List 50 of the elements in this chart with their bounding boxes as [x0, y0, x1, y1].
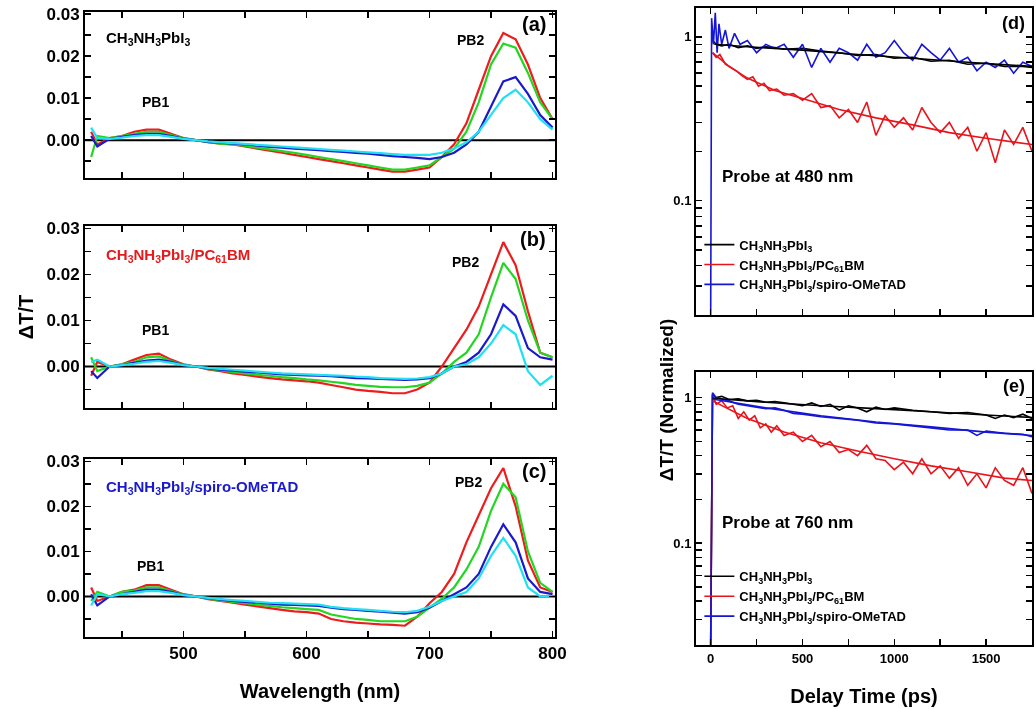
- legend-label: CH$_{3}$NH$_{3}$PbI$_{3}$/spiro-OMeTAD: [739, 609, 906, 626]
- y-tick-label: 0.1: [673, 535, 692, 551]
- annotation: CH$_{3}$NH$_{3}$PbI$_{3}$: [106, 29, 191, 49]
- y-tick-label: 0.00: [46, 131, 80, 151]
- x-tick-label: 500: [791, 650, 814, 666]
- annotation: PB2: [457, 32, 485, 48]
- annotation: (d): [1002, 13, 1025, 33]
- annotation: PB1: [137, 558, 165, 574]
- y-tick-label: 0.01: [46, 311, 80, 331]
- annotation: (a): [522, 13, 547, 35]
- x-tick-label: 1000: [879, 650, 909, 666]
- text: CH$_{3}$NH$_{3}$PbI$_{3}$/PC$_{61}$BM: [739, 257, 865, 275]
- x-tick-label: 800: [538, 644, 567, 664]
- y-tick-label: 1: [684, 390, 692, 406]
- y-tick-label: 0.03: [46, 219, 80, 239]
- x-tick-label: 0: [707, 650, 715, 666]
- y-tick-label: 0.03: [46, 452, 80, 472]
- y-tick-label: 1: [684, 29, 692, 45]
- x-tick-label: 1500: [971, 650, 1001, 666]
- annotation: CH$_{3}$NH$_{3}$PbI$_{3}$/spiro-OMeTAD: [106, 478, 299, 498]
- y-tick-label: 0.00: [46, 357, 80, 377]
- legend-label: CH$_{3}$NH$_{3}$PbI$_{3}$/spiro-OMeTAD: [739, 277, 906, 295]
- y-tick-label: 0.01: [46, 542, 80, 562]
- x-tick-label: 700: [415, 644, 444, 664]
- annotation: (e): [1003, 376, 1025, 396]
- y-axis-title: ΔT/T (Normalized): [656, 318, 678, 482]
- legend-label: CH$_{3}$NH$_{3}$PbI$_{3}$: [739, 237, 813, 255]
- annotation: PB1: [142, 322, 170, 338]
- annotation: Probe at 760 nm: [722, 513, 854, 532]
- annotation: PB1: [142, 94, 170, 110]
- y-tick-label: 0.02: [46, 497, 80, 517]
- text: CH$_{3}$NH$_{3}$PbI$_{3}$/PC$_{61}$BM: [106, 246, 251, 266]
- y-tick-label: 0.00: [46, 587, 80, 607]
- x-tick-label: 500: [169, 644, 198, 664]
- y-tick-label: 0.01: [46, 89, 80, 109]
- text: CH$_{3}$NH$_{3}$PbI$_{3}$/PC$_{61}$BM: [739, 589, 865, 606]
- annotation: (c): [522, 460, 547, 482]
- x-tick-label: 600: [292, 644, 321, 664]
- y-axis-title: ΔT/T: [14, 294, 37, 340]
- annotation: Probe at 480 nm: [722, 167, 854, 186]
- x-axis-title: Delay Time (ps): [790, 684, 938, 707]
- legend-label: CH$_{3}$NH$_{3}$PbI$_{3}$: [739, 569, 813, 587]
- y-tick-label: 0.1: [673, 193, 692, 209]
- y-tick-label: 0.02: [46, 47, 80, 67]
- y-tick-label: 0.02: [46, 265, 80, 285]
- annotation: (b): [520, 228, 546, 250]
- y-tick-label: 0.03: [46, 5, 80, 25]
- annotation: PB2: [452, 254, 480, 270]
- annotation: PB2: [455, 474, 483, 490]
- x-axis-title: Wavelength (nm): [239, 680, 401, 703]
